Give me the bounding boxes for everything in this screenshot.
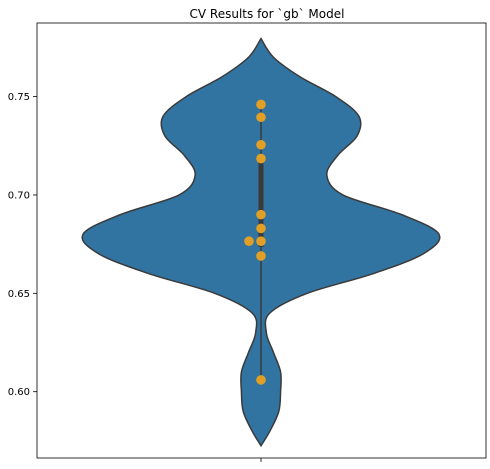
data-point <box>256 223 266 234</box>
data-point <box>256 112 266 123</box>
iqr-box <box>258 160 264 247</box>
y-axis: 0.60 0.65 0.70 0.75 <box>8 92 37 398</box>
y-tick-label: 0.60 <box>8 387 30 398</box>
chart-title: CV Results for `gb` Model <box>190 7 345 21</box>
data-point <box>244 236 254 246</box>
plot-area <box>81 37 441 448</box>
y-tick-label: 0.75 <box>8 92 30 103</box>
y-tick-label: 0.70 <box>8 190 30 201</box>
data-point <box>256 99 266 110</box>
data-point <box>256 209 266 220</box>
data-point <box>256 375 266 385</box>
data-point <box>256 236 266 246</box>
data-point <box>256 153 266 164</box>
data-point <box>256 139 266 150</box>
y-tick-label: 0.65 <box>8 289 30 300</box>
data-point <box>256 251 266 261</box>
plot-frame <box>36 22 487 459</box>
